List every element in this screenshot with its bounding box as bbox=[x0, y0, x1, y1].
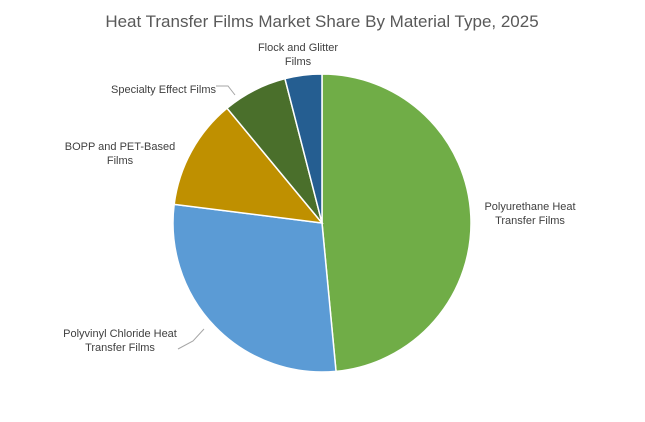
pie-slices bbox=[172, 73, 472, 373]
pie-slice-flock-and-glitter-films bbox=[284, 73, 323, 224]
slice-label-flock-and-glitter-films: Flock and Glitter Films bbox=[258, 42, 338, 68]
pie-slice-polyurethane-heat-transfer-films bbox=[321, 73, 472, 373]
chart-title: Heat Transfer Films Market Share By Mate… bbox=[105, 12, 538, 31]
leader-line bbox=[216, 85, 236, 96]
slice-label-polyvinyl-chloride-heat-transfer-films: Polyvinyl Chloride Heat Transfer Films bbox=[63, 328, 177, 354]
slice-label-bopp-and-pet-based-films: BOPP and PET-Based Films bbox=[65, 141, 175, 167]
slice-label-polyurethane-heat-transfer-films: Polyurethane Heat Transfer Films bbox=[484, 201, 575, 227]
pie-slice-bopp-and-pet-based-films bbox=[173, 107, 324, 224]
pie-slice-polyvinyl-chloride-heat-transfer-films bbox=[172, 203, 337, 373]
slice-label-specialty-effect-films: Specialty Effect Films bbox=[111, 84, 216, 96]
slice-labels: Polyurethane Heat Transfer Films Polyvinyl… bbox=[63, 42, 575, 354]
leader-lines bbox=[177, 85, 236, 350]
leader-line bbox=[177, 328, 205, 350]
